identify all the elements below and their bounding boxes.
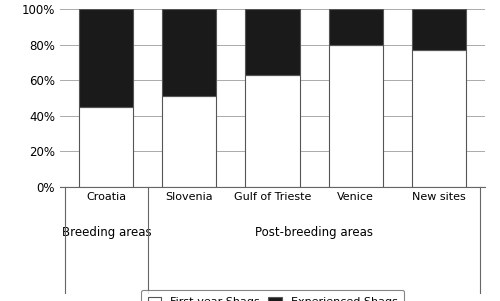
Text: Post-breeding areas: Post-breeding areas: [255, 226, 373, 239]
Bar: [328, 9, 382, 45]
Bar: [412, 9, 466, 50]
Legend: First-year Shags, Experienced Shags: First-year Shags, Experienced Shags: [141, 290, 404, 301]
Text: Breeding areas: Breeding areas: [62, 226, 151, 239]
Bar: [246, 75, 300, 187]
Bar: [80, 107, 134, 187]
Bar: [162, 9, 216, 96]
Bar: [162, 96, 216, 187]
Bar: [246, 9, 300, 75]
Bar: [328, 45, 382, 187]
Bar: [80, 9, 134, 107]
Bar: [412, 50, 466, 187]
